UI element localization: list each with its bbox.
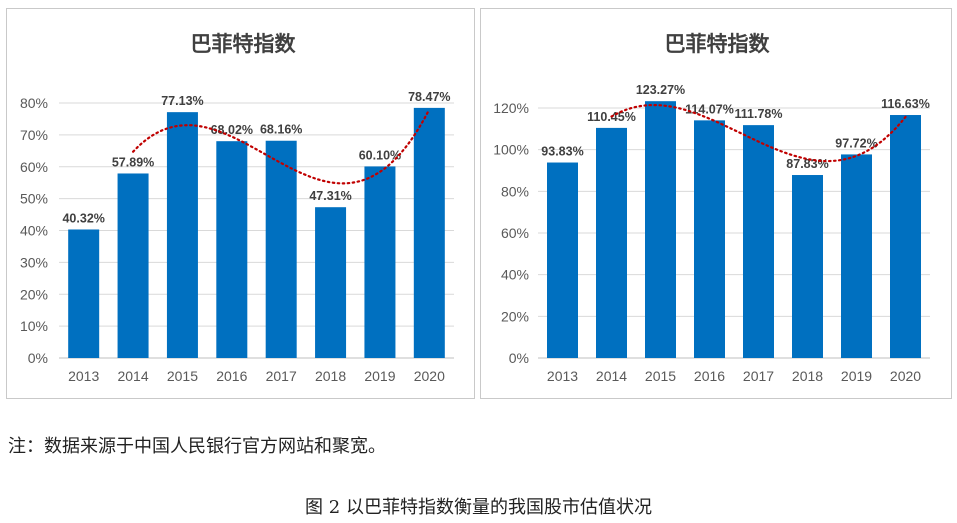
y-tick-label: 50% (20, 191, 48, 207)
y-tick-label: 80% (501, 183, 529, 199)
x-tick-label: 2016 (694, 368, 725, 384)
bar (547, 162, 578, 358)
bar (694, 120, 725, 359)
y-tick-label: 70% (20, 127, 48, 143)
bar (216, 141, 248, 358)
data-label: 111.78% (735, 107, 783, 121)
x-tick-label: 2015 (167, 368, 198, 384)
y-tick-label: 120% (493, 100, 529, 116)
data-label: 116.63% (881, 97, 930, 111)
bar (166, 112, 198, 358)
data-label: 47.31% (309, 189, 351, 203)
y-tick-label: 40% (501, 267, 529, 283)
bar (315, 207, 347, 358)
y-tick-label: 20% (20, 286, 48, 302)
x-tick-label: 2016 (216, 368, 247, 384)
x-tick-label: 2018 (315, 368, 346, 384)
x-tick-label: 2013 (547, 368, 578, 384)
data-label: 114.07% (685, 102, 734, 116)
x-tick-label: 2013 (68, 368, 99, 384)
data-label: 60.10% (359, 148, 401, 162)
y-tick-label: 10% (20, 318, 48, 334)
bar (743, 125, 774, 358)
x-tick-label: 2014 (596, 368, 627, 384)
figure-caption: 图 2 以巴菲特指数衡量的我国股市估值状况 (305, 497, 652, 518)
bar (596, 127, 627, 358)
data-label: 123.27% (636, 83, 685, 97)
chart-panel-right: 巴菲特指数 0% 20% 40% 60% 80% 100% 120% 93.83% 2013 110… (480, 8, 952, 399)
bar (68, 229, 100, 358)
chart-right: 巴菲特指数0%20%40%60%80%100%120%93.83%2013110… (493, 32, 930, 384)
data-label: 87.83% (786, 157, 828, 171)
data-label: 68.02% (211, 123, 253, 137)
data-label: 40.32% (62, 211, 104, 225)
y-tick-label: 100% (493, 142, 529, 158)
bar (364, 166, 396, 358)
y-tick-label: 80% (20, 95, 48, 111)
x-tick-label: 2014 (117, 368, 148, 384)
y-tick-label: 60% (20, 159, 48, 175)
chart-left: 巴菲特指数 0% 10% 20% 30% 40% 50% 60% 70% 80% 40.32% 201… (20, 32, 454, 384)
x-tick-label: 2015 (645, 368, 676, 384)
chart-title: 巴菲特指数 (665, 32, 771, 56)
x-tick-label: 2018 (792, 368, 823, 384)
bar (645, 101, 676, 358)
bar (265, 140, 297, 358)
bar (117, 173, 149, 358)
y-tick-label: 0% (28, 350, 48, 366)
chart-title: 巴菲特指数 (191, 32, 297, 56)
data-label: 78.47% (408, 90, 450, 104)
y-tick-label: 30% (20, 254, 48, 270)
data-label: 68.16% (260, 123, 302, 137)
data-label: 57.89% (112, 155, 154, 169)
bar (792, 175, 823, 358)
y-tick-label: 60% (501, 225, 529, 241)
x-tick-label: 2020 (890, 368, 921, 384)
bar (841, 154, 872, 358)
trendline (610, 103, 907, 163)
x-tick-label: 2017 (743, 368, 774, 384)
x-tick-label: 2019 (841, 368, 872, 384)
trendline (131, 108, 431, 185)
data-label: 93.83% (541, 145, 583, 159)
bar (890, 115, 921, 358)
data-label: 77.13% (161, 94, 203, 108)
x-tick-label: 2019 (364, 368, 395, 384)
data-source-note: 注：数据来源于中国人民银行官方网站和聚宽。 (8, 436, 386, 457)
y-tick-label: 40% (20, 223, 48, 239)
data-label: 97.72% (835, 136, 877, 150)
y-tick-label: 0% (509, 350, 529, 366)
chart-panel-left: 巴菲特指数 0% 10% 20% 30% 40% 50% 60% 70% 80% 40.32% 201… (6, 8, 475, 399)
x-tick-label: 2020 (414, 368, 445, 384)
x-tick-label: 2017 (266, 368, 297, 384)
y-tick-label: 20% (501, 308, 529, 324)
bar (413, 107, 445, 358)
